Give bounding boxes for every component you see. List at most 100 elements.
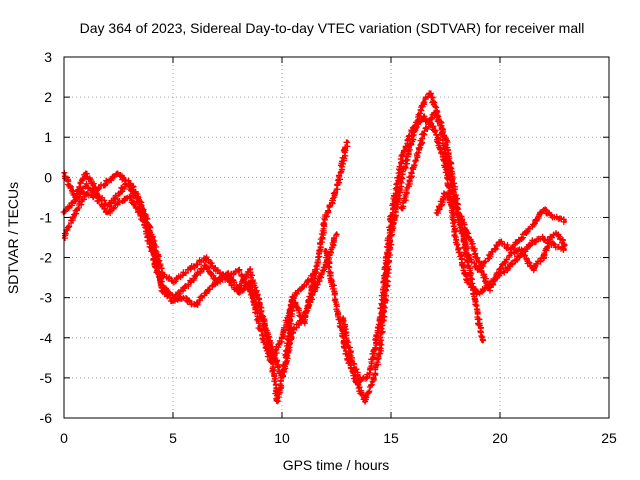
series-track-b bbox=[61, 189, 340, 381]
data-marks-track-e bbox=[339, 113, 567, 385]
data-point bbox=[193, 264, 197, 268]
data-point bbox=[84, 183, 88, 187]
data-point bbox=[520, 248, 524, 252]
data-point bbox=[193, 276, 197, 280]
data-point bbox=[280, 336, 284, 340]
y-tick-label: -2 bbox=[40, 250, 53, 266]
data-point bbox=[345, 356, 349, 360]
data-marks-track-c bbox=[60, 177, 318, 365]
data-series bbox=[60, 90, 568, 405]
data-point bbox=[291, 328, 295, 332]
data-point bbox=[84, 171, 88, 175]
data-point bbox=[149, 231, 153, 235]
data-point bbox=[563, 244, 567, 248]
x-tick-label: 15 bbox=[383, 430, 399, 446]
chart-title: Day 364 of 2023, Sidereal Day-to-day VTE… bbox=[80, 20, 585, 36]
data-point bbox=[531, 268, 535, 272]
data-point bbox=[345, 139, 349, 143]
data-point bbox=[95, 191, 99, 195]
data-point bbox=[236, 292, 240, 296]
data-point bbox=[73, 211, 77, 215]
data-point bbox=[341, 316, 345, 320]
data-point bbox=[269, 344, 273, 348]
y-tick-label: 1 bbox=[44, 129, 52, 145]
data-point bbox=[117, 171, 120, 175]
data-point bbox=[498, 268, 502, 272]
data-point bbox=[454, 240, 458, 244]
data-point bbox=[548, 236, 552, 239]
x-tick-label: 5 bbox=[169, 430, 177, 446]
data-point bbox=[171, 300, 175, 304]
data-point bbox=[73, 199, 77, 203]
data-point bbox=[509, 264, 513, 268]
data-point bbox=[422, 115, 426, 119]
data-point bbox=[182, 272, 186, 276]
data-point bbox=[171, 280, 175, 284]
data-point bbox=[117, 191, 120, 195]
y-tick-label: 3 bbox=[44, 49, 52, 65]
y-tick-label: 2 bbox=[44, 89, 52, 105]
data-point bbox=[422, 131, 426, 135]
data-point bbox=[433, 127, 437, 131]
data-point bbox=[411, 167, 415, 171]
data-point bbox=[193, 304, 197, 308]
data-point bbox=[487, 288, 491, 292]
data-point bbox=[542, 256, 546, 260]
data-point bbox=[106, 203, 110, 207]
data-point bbox=[313, 288, 317, 292]
y-tick-label: -1 bbox=[40, 209, 53, 225]
data-point bbox=[465, 280, 469, 284]
series-track-e bbox=[339, 113, 567, 385]
data-point bbox=[106, 211, 110, 215]
data-point bbox=[215, 268, 219, 272]
series-track-a bbox=[61, 139, 351, 405]
data-point bbox=[269, 360, 273, 364]
data-point bbox=[138, 199, 142, 203]
data-point bbox=[520, 236, 524, 239]
data-point bbox=[226, 276, 229, 280]
data-point bbox=[367, 372, 371, 376]
data-point bbox=[553, 215, 556, 219]
data-point bbox=[531, 240, 535, 244]
data-point bbox=[324, 215, 328, 219]
data-point bbox=[444, 191, 447, 195]
data-point bbox=[160, 272, 164, 276]
data-point bbox=[350, 360, 354, 364]
y-tick-label: -3 bbox=[40, 290, 53, 306]
data-point bbox=[555, 231, 559, 235]
data-point bbox=[444, 135, 447, 139]
series-track-g bbox=[433, 190, 568, 294]
data-point bbox=[149, 248, 153, 252]
plot-frame bbox=[63, 56, 610, 419]
x-tick-label: 0 bbox=[60, 430, 68, 446]
data-point bbox=[563, 219, 567, 223]
data-point bbox=[553, 244, 556, 248]
data-marks-track-b bbox=[61, 189, 340, 381]
data-point bbox=[302, 316, 306, 320]
data-point bbox=[335, 304, 338, 308]
x-tick-label: 25 bbox=[601, 430, 617, 446]
y-tick-label: -5 bbox=[40, 370, 53, 386]
data-point bbox=[476, 316, 480, 320]
data-point bbox=[204, 256, 208, 260]
data-point bbox=[531, 223, 535, 227]
x-tick-label: 20 bbox=[492, 430, 508, 446]
data-point bbox=[204, 264, 208, 268]
data-point bbox=[127, 195, 131, 199]
y-tick-label: 0 bbox=[44, 169, 52, 185]
series-track-f bbox=[398, 109, 486, 344]
data-point bbox=[127, 179, 131, 183]
data-point bbox=[356, 384, 360, 388]
data-point bbox=[324, 248, 328, 252]
data-point bbox=[542, 207, 546, 211]
data-point bbox=[450, 203, 454, 207]
data-point bbox=[433, 111, 437, 115]
data-point bbox=[247, 280, 251, 284]
data-point bbox=[411, 127, 415, 131]
data-point bbox=[280, 376, 284, 380]
data-point bbox=[400, 207, 404, 211]
y-tick-label: -6 bbox=[40, 410, 53, 426]
x-axis-label: GPS time / hours bbox=[283, 457, 390, 473]
data-point bbox=[465, 256, 469, 260]
